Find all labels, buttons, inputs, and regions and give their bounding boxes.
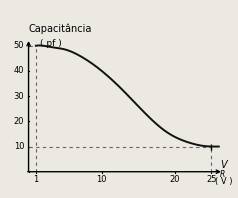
Text: Capacitância: Capacitância bbox=[29, 24, 92, 34]
Text: 20: 20 bbox=[14, 117, 24, 126]
Text: 50: 50 bbox=[14, 41, 24, 50]
Text: ( V ): ( V ) bbox=[215, 177, 233, 186]
Text: 25: 25 bbox=[206, 175, 217, 185]
Text: 1: 1 bbox=[33, 175, 39, 185]
Text: 40: 40 bbox=[14, 66, 24, 75]
Text: 10: 10 bbox=[96, 175, 107, 185]
Text: R: R bbox=[220, 170, 225, 179]
Text: V: V bbox=[220, 160, 227, 170]
Text: ( pf ): ( pf ) bbox=[40, 39, 61, 48]
Text: 20: 20 bbox=[170, 175, 180, 185]
Text: 10: 10 bbox=[14, 142, 24, 151]
Text: 30: 30 bbox=[14, 92, 24, 101]
